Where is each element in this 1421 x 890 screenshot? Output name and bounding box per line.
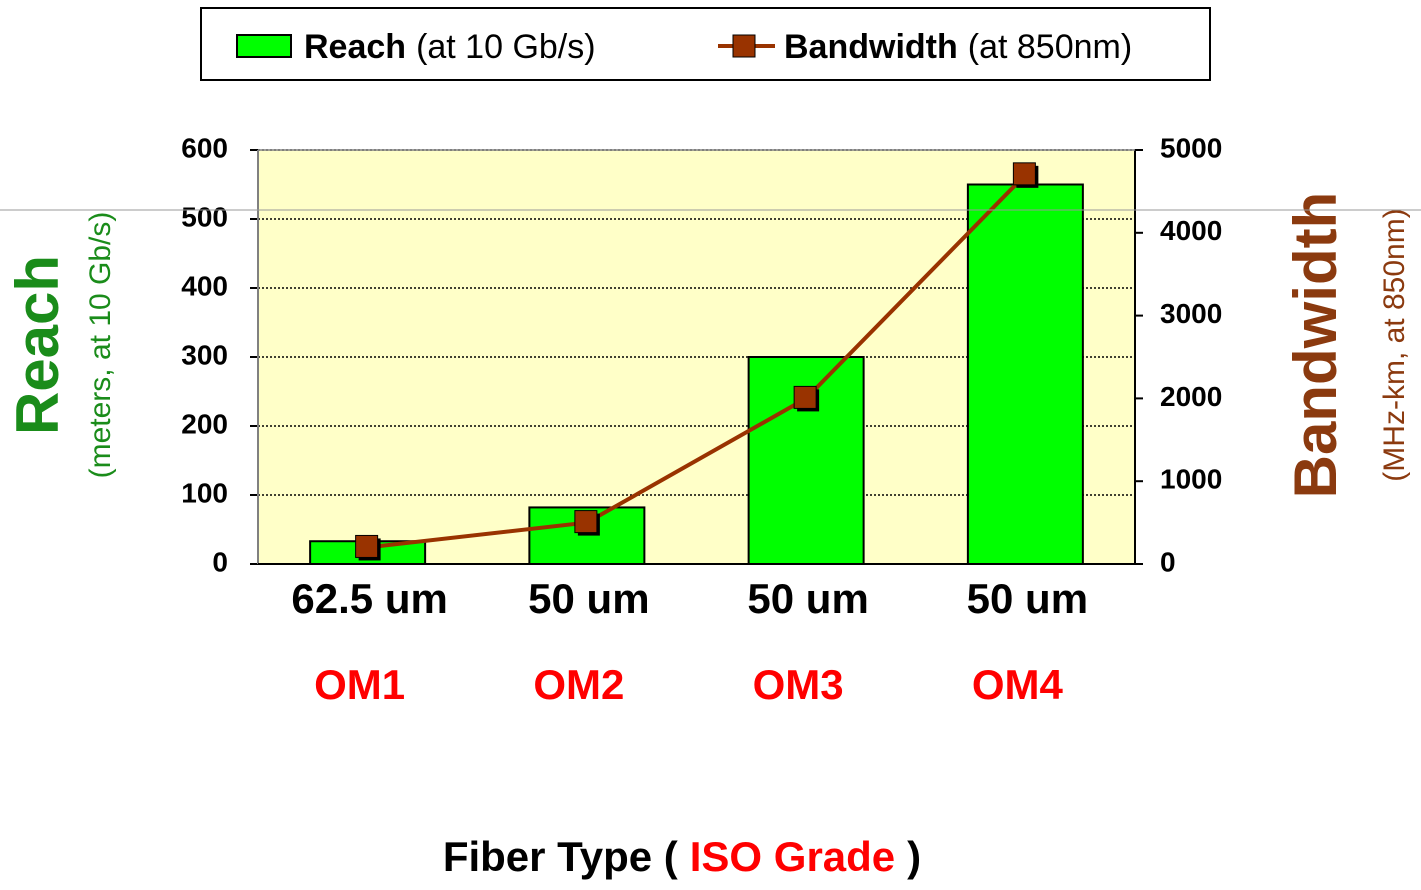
legend: Reach (at 10 Gb/s) Bandwidth (at 850nm) xyxy=(200,7,1211,81)
y-tick-label: 500 xyxy=(181,201,228,232)
y-tick-label: 400 xyxy=(181,270,228,301)
x-tick-label: 62.5 um xyxy=(291,575,447,622)
x-tick-label: 50 um xyxy=(528,575,649,622)
x-label-end: ) xyxy=(907,833,921,880)
y-axis-note: (meters, at 10 Gb/s) xyxy=(84,212,117,479)
line xyxy=(367,173,1027,550)
marker xyxy=(574,510,598,534)
legend-name: Bandwidth xyxy=(784,28,958,66)
y2-tick-label: 3000 xyxy=(1160,298,1222,329)
legend-label: Bandwidth (at 850nm) xyxy=(784,28,1132,66)
y2-tick-label: 2000 xyxy=(1160,381,1222,412)
grade-label: OM1 xyxy=(314,661,405,708)
legend-marker xyxy=(732,34,756,58)
x-tick-label: 50 um xyxy=(747,575,868,622)
x-label-start: Fiber Type ( xyxy=(443,833,678,880)
grade-label: OM3 xyxy=(753,661,844,708)
x-tick-label: 50 um xyxy=(967,575,1088,622)
y2-tick-label: 1000 xyxy=(1160,464,1222,495)
y-tick-label: 300 xyxy=(181,339,228,370)
legend-note: (at 850nm) xyxy=(968,28,1132,66)
bar xyxy=(966,183,1084,565)
y2-axis-note: (MHz-km, at 850nm) xyxy=(1378,208,1411,481)
legend-name: Reach xyxy=(304,28,406,66)
y-tick-label: 0 xyxy=(212,546,228,577)
grade-label: OM2 xyxy=(533,661,624,708)
marker xyxy=(355,534,379,558)
legend-note: (at 10 Gb/s) xyxy=(416,28,596,66)
x-axis-label: Fiber Type ( ISO Grade) xyxy=(443,833,921,880)
y-axis-title: Reach xyxy=(4,255,71,435)
y2-tick-label: 0 xyxy=(1160,546,1176,577)
legend-swatch xyxy=(236,34,292,58)
y2-tick-label: 5000 xyxy=(1160,132,1222,163)
y-tick-label: 600 xyxy=(181,132,228,163)
grade-label: OM4 xyxy=(972,661,1064,708)
marker xyxy=(793,385,817,409)
y-tick-label: 200 xyxy=(181,408,228,439)
marker xyxy=(1012,162,1036,186)
y-tick-label: 100 xyxy=(181,477,228,508)
legend-label: Reach (at 10 Gb/s) xyxy=(304,28,596,66)
legend-box xyxy=(200,7,1211,81)
y2-tick-label: 4000 xyxy=(1160,215,1222,246)
y2-axis-title: Bandwidth xyxy=(1282,192,1349,499)
x-label-highlight: ISO Grade xyxy=(690,833,895,880)
